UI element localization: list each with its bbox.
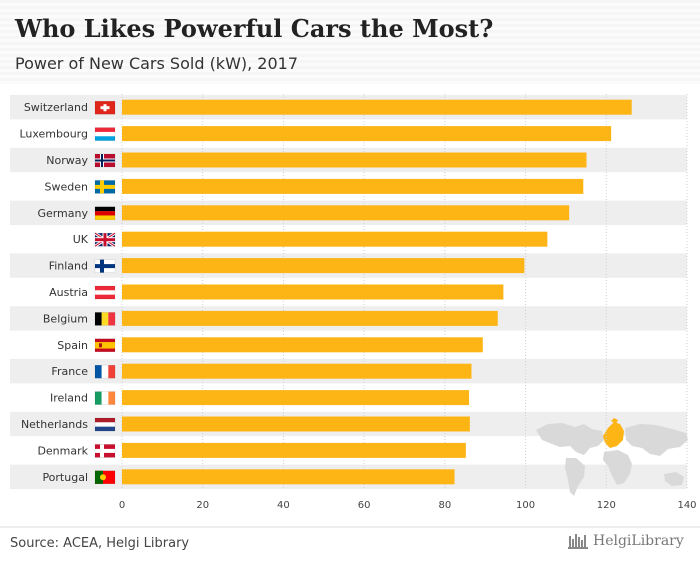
france-flag <box>94 364 116 379</box>
category-label-spain: Spain <box>57 339 88 352</box>
x-tick-label: 40 <box>277 500 290 511</box>
south-america-shape <box>565 458 585 496</box>
bar-netherlands <box>122 416 470 432</box>
bar-ireland <box>122 390 470 406</box>
category-label-austria: Austria <box>49 286 88 299</box>
x-tick-label: 140 <box>677 500 696 511</box>
category-label-sweden: Sweden <box>45 180 88 193</box>
bar-norway <box>122 152 587 168</box>
category-label-finland: Finland <box>49 260 88 273</box>
bar-belgium <box>122 310 498 326</box>
x-tick-label: 120 <box>597 500 616 511</box>
category-label-norway: Norway <box>46 154 88 167</box>
africa-shape <box>603 450 632 485</box>
swiss-flag <box>94 100 116 115</box>
library-icon <box>568 534 588 549</box>
bar-germany <box>122 205 570 221</box>
austria-flag <box>94 285 116 300</box>
bar-finland <box>122 258 525 274</box>
category-label-luxembourg: Luxembourg <box>19 128 88 141</box>
source-note: Source: ACEA, Helgi Library <box>10 536 190 551</box>
category-label-france: France <box>51 365 88 378</box>
bar-sweden <box>122 178 584 194</box>
belgium-flag <box>94 312 116 326</box>
chart-subtitle: Power of New Cars Sold (kW), 2017 <box>15 54 299 73</box>
bar-uk <box>122 231 548 247</box>
category-label-belgium: Belgium <box>43 312 88 325</box>
x-tick-label: 100 <box>516 500 535 511</box>
category-label-denmark: Denmark <box>37 444 88 457</box>
ireland-flag <box>94 391 116 405</box>
category-label-germany: Germany <box>37 207 88 220</box>
bar-austria <box>122 284 504 300</box>
finland-flag <box>94 259 116 273</box>
australia-shape <box>664 472 684 486</box>
north-america-shape <box>536 423 604 455</box>
category-label-portugal: Portugal <box>42 471 88 484</box>
category-label-netherlands: Netherlands <box>21 418 88 431</box>
bar-luxembourg <box>122 126 612 142</box>
netherlands-flag <box>94 417 116 432</box>
germany-flag <box>94 206 116 221</box>
brand-name: HelgiLibrary <box>593 533 684 549</box>
norway-flag <box>94 153 116 168</box>
asia-shape <box>625 424 688 456</box>
spain-flag <box>94 338 116 353</box>
header-background <box>0 0 700 84</box>
sweden-flag <box>94 180 116 194</box>
category-label-ireland: Ireland <box>50 392 88 405</box>
x-tick-label: 20 <box>196 500 209 511</box>
chart-title: Who Likes Powerful Cars the Most? <box>15 14 494 43</box>
x-tick-label: 80 <box>438 500 451 511</box>
bar-france <box>122 363 472 379</box>
scandinavia-shape <box>611 418 618 424</box>
x-tick-label: 60 <box>358 500 371 511</box>
x-tick-label: 0 <box>119 500 125 511</box>
portugal-flag <box>94 470 116 485</box>
uk-flag <box>94 231 116 248</box>
bar-denmark <box>122 442 466 458</box>
bar-switzerland <box>122 99 632 115</box>
category-label-uk: UK <box>73 233 89 246</box>
category-label-switzerland: Switzerland <box>24 101 88 114</box>
brand-logo: HelgiLibrary <box>568 533 684 549</box>
bar-spain <box>122 337 483 353</box>
bar-portugal <box>122 469 455 485</box>
world-map <box>536 418 688 496</box>
europe-shape <box>603 422 624 448</box>
denmark-flag <box>94 444 116 458</box>
luxembourg-flag <box>94 127 116 141</box>
